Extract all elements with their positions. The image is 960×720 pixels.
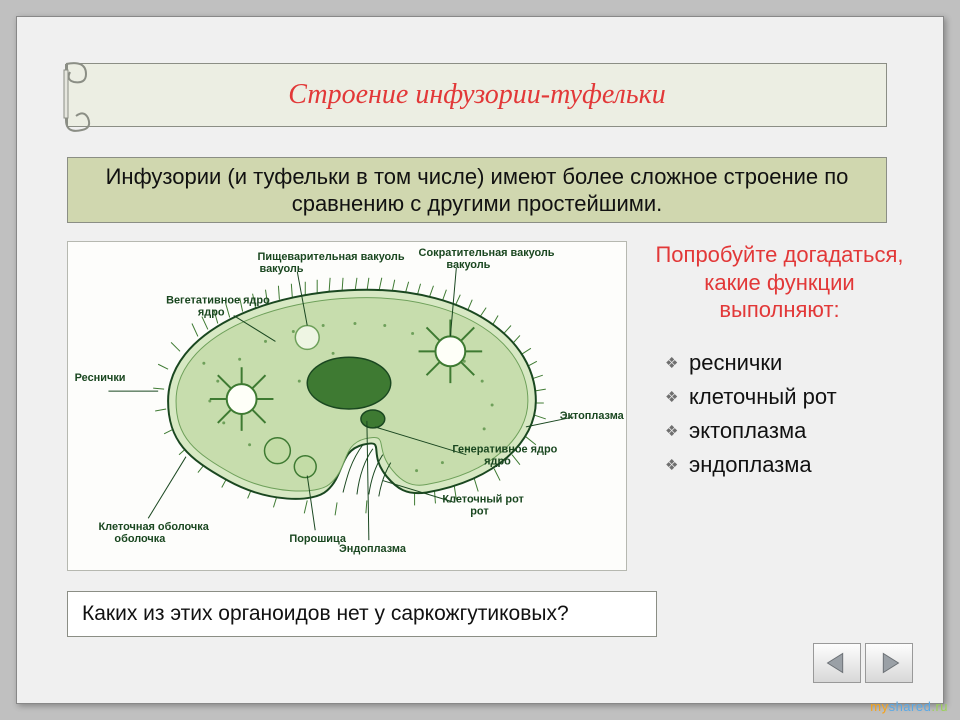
label-endoplasm: Эндоплазма xyxy=(339,543,407,555)
paramecium-diagram: Пищеварительная вакуоль вакуоль Сократит… xyxy=(67,241,627,571)
next-button[interactable] xyxy=(865,643,913,683)
label-digestive-vacuole: Пищеварительная вакуоль xyxy=(258,251,405,263)
watermark: myshared.ru xyxy=(870,699,948,714)
label-membrane: Клеточная оболочка xyxy=(99,521,210,533)
watermark-part3: .ru xyxy=(931,699,948,714)
label-contractile-vacuole: Сократительная вакуоль xyxy=(419,247,555,259)
label-contractile-vacuole-2: вакуоль xyxy=(446,259,490,271)
list-item: эктоплазма xyxy=(665,414,912,448)
question-box: Каких из этих органоидов нет у саркожгут… xyxy=(67,591,657,637)
label-ectoplasm: Эктоплазма xyxy=(560,410,625,422)
title-bar: Строение инфузории-туфельки xyxy=(67,63,887,127)
label-vegetative-nucleus-2: ядро xyxy=(198,307,225,319)
subtitle-box: Инфузории (и туфельки в том числе) имеют… xyxy=(67,157,887,223)
subtitle-text: Инфузории (и туфельки в том числе) имеют… xyxy=(88,163,866,218)
list-item: эндоплазма xyxy=(665,448,912,482)
slide-title: Строение инфузории-туфельки xyxy=(68,64,886,126)
label-membrane-2: оболочка xyxy=(114,533,166,545)
prompt-text: Попробуйте догадаться, какие функции вып… xyxy=(647,241,912,324)
label-cell-mouth: Клеточный рот xyxy=(442,493,524,505)
label-vegetative-nucleus: Вегетативное ядро xyxy=(166,295,270,307)
list-item: реснички xyxy=(665,346,912,380)
label-generative-nucleus: Генеративное ядро xyxy=(452,444,557,456)
watermark-part2: shared xyxy=(889,699,932,714)
watermark-part1: my xyxy=(870,699,888,714)
label-generative-nucleus-2: ядро xyxy=(484,456,511,468)
nav-buttons xyxy=(813,643,913,683)
label-digestive-vacuole-2: вакуоль xyxy=(260,263,304,275)
bullet-list: реснички клеточный рот эктоплазма эндопл… xyxy=(647,346,912,482)
scroll-ornament-icon xyxy=(60,58,98,136)
slide: Строение инфузории-туфельки Инфузории (и… xyxy=(16,16,944,704)
list-item: клеточный рот xyxy=(665,380,912,414)
label-cilia: Реснички xyxy=(75,372,126,384)
prev-button[interactable] xyxy=(813,643,861,683)
question-text: Каких из этих органоидов нет у саркожгут… xyxy=(82,602,569,626)
right-panel: Попробуйте догадаться, какие функции вып… xyxy=(647,241,912,482)
label-cell-mouth-2: рот xyxy=(470,505,489,517)
